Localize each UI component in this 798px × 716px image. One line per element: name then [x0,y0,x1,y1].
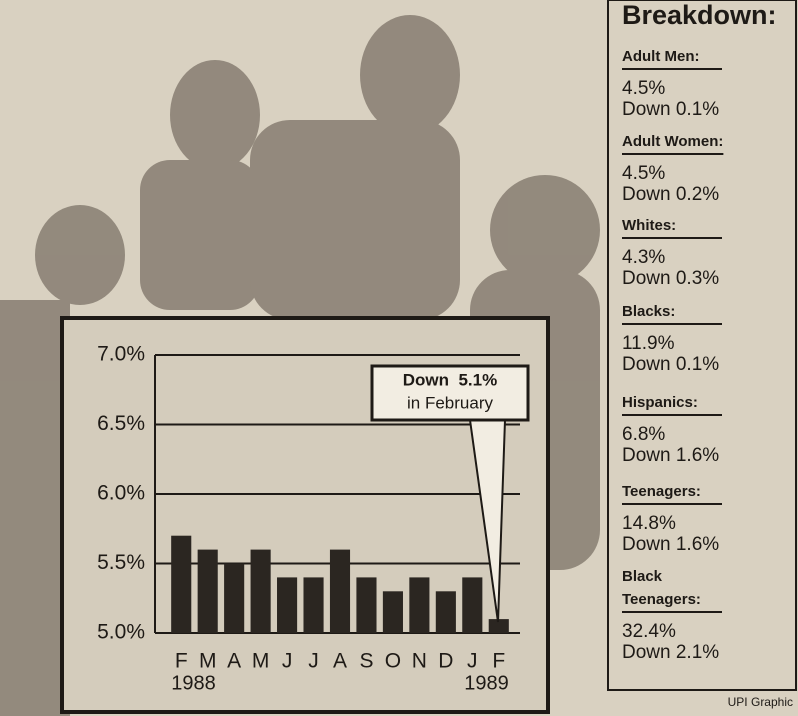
bar [303,577,323,633]
group-rate: 4.3% [622,247,665,268]
y-tick-label: 7.0% [97,343,145,366]
x-tick-label: F [175,650,188,673]
x-tick-label: J [467,650,478,673]
group-change: Down 2.1% [622,642,719,663]
group-change: Down 1.6% [622,534,719,555]
infographic: Breakdown: UPI Graphic 5.0% 5.5% 6.0% 6.5% 7… [0,0,798,716]
group-change: Down 0.3% [622,268,719,289]
group-name: Hispanics: [622,394,698,411]
y-tick-label: 6.5% [97,412,145,435]
year-label: 1988 [171,672,216,694]
group-name: Adult Men: [622,48,699,65]
page: Breakdown: UPI Graphic 5.0% 5.5% 6.0% 6.5% 7… [0,0,798,716]
x-tick-label: D [438,650,453,673]
group-rate: 14.8% [622,513,676,534]
x-tick-label: F [492,650,505,673]
bar [330,550,350,633]
group-rate: 11.9% [622,333,675,354]
group-rate: 4.5% [622,78,665,99]
credit: UPI Graphic [728,695,793,709]
bar [409,577,429,633]
year-label: 1989 [464,672,509,694]
x-tick-label: M [252,650,270,673]
bar [224,564,244,634]
group-change: Down 1.6% [622,445,719,466]
group-name: Blacks: [622,303,675,320]
y-tick-label: 5.5% [97,551,145,574]
bar [198,550,218,633]
bar [171,536,191,633]
bar [277,577,297,633]
y-tick-label: 5.0% [97,621,145,644]
bar [436,591,456,633]
x-tick-label: S [359,650,373,673]
x-tick-label: O [385,650,401,673]
group-rate: 6.8% [622,424,665,445]
group-rate: 32.4% [622,621,676,642]
breakdown-title: Breakdown: [622,0,777,30]
x-tick-label: A [333,650,347,673]
bar [356,577,376,633]
bar [383,591,403,633]
bar [251,550,271,633]
x-tick-label: J [282,650,293,673]
group-name: Whites: [622,217,676,234]
annotation-text: in February [407,393,493,412]
group-name: Teenagers: [622,483,701,500]
x-tick-label: J [308,650,319,673]
y-tick-label: 6.0% [97,482,145,505]
bar [462,577,482,633]
group-name: Adult Women: [622,133,723,150]
group-change: Down 0.2% [622,184,719,205]
x-tick-label: N [412,650,427,673]
x-tick-label: M [199,650,217,673]
x-tick-label: A [227,650,241,673]
group-change: Down 0.1% [622,99,719,120]
annotation-title: Down 5.1% [403,370,497,389]
group-rate: 4.5% [622,163,665,184]
group-change: Down 0.1% [622,354,719,375]
